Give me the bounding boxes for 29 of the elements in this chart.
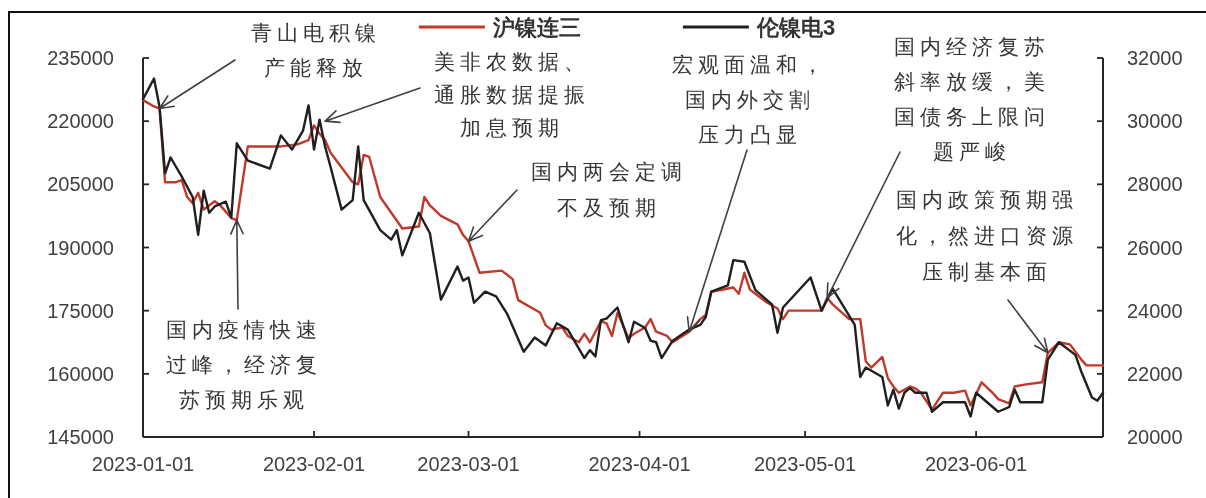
y-tick-label: 160000: [47, 362, 114, 385]
x-tick-label: 2023-03-01: [417, 453, 520, 475]
x-tick-label: 2023-06-01: [924, 453, 1028, 475]
annotation: 青山电积镍产能释放: [251, 21, 381, 80]
y2-tick-label: 28000: [1127, 173, 1183, 196]
annotation: 国内两会定调不及预期: [531, 160, 687, 220]
x-tick-label: 2023-02-01: [262, 453, 366, 475]
x-tick-label: 2023-05-01: [753, 453, 857, 475]
legend-label: 沪镍连三: [491, 14, 581, 40]
y-tick-label: 220000: [47, 110, 114, 133]
y-tick-label: 235000: [47, 47, 114, 69]
x-tick-label: 2023-04-01: [588, 453, 691, 475]
x-tick-label: 2023-01-01: [91, 453, 195, 475]
annotation: 宏观面温和，国内外交割压力凸显: [672, 53, 828, 147]
y2-tick-label: 20000: [1127, 426, 1183, 448]
y2-tick-label: 26000: [1127, 236, 1183, 259]
legend-label: 伦镍电3: [755, 14, 836, 40]
annotation: 国内经济复苏斜率放缓，美国债务上限问题严峻: [894, 35, 1050, 164]
y-tick-label: 145000: [47, 426, 114, 448]
y2-tick-label: 22000: [1127, 362, 1183, 385]
annotation: 美非农数据、通胀数据提振加息预期: [434, 50, 590, 140]
y-tick-label: 190000: [47, 236, 114, 259]
annotation: 国内疫情快速过峰，经济复苏预期乐观: [166, 318, 322, 412]
y2-tick-label: 32000: [1127, 47, 1183, 69]
y2-tick-label: 24000: [1127, 299, 1183, 322]
y-tick-label: 175000: [47, 299, 114, 322]
y2-tick-label: 30000: [1127, 110, 1183, 133]
annotation: 国内政策预期强化，然进口资源压制基本面: [896, 188, 1078, 284]
y-tick-label: 205000: [47, 173, 114, 196]
